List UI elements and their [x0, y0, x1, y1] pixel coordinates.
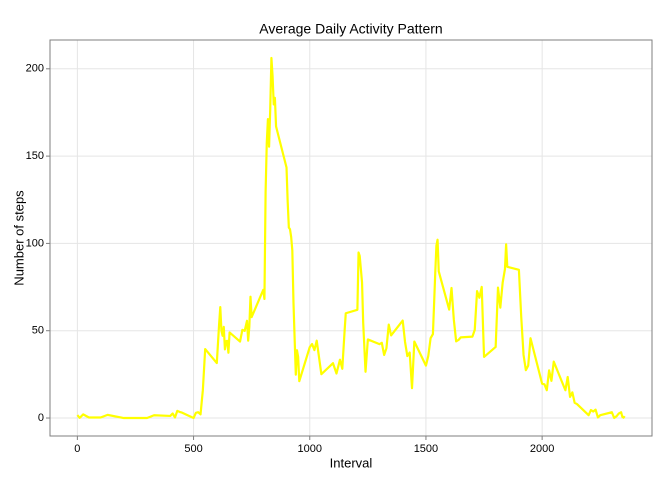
- y-tick-label: 50: [32, 325, 44, 337]
- x-tick-label: 1500: [414, 443, 438, 455]
- line: [76, 56, 626, 420]
- x-axis-title: Interval: [330, 455, 373, 470]
- x-tick-label: 2000: [530, 443, 554, 455]
- y-tick-label: 100: [26, 237, 44, 249]
- grid: [50, 40, 652, 436]
- marks: [76, 56, 626, 420]
- y-tick-label: 200: [26, 63, 44, 75]
- y-tick-label: 0: [38, 412, 44, 424]
- x-tick-label: 500: [184, 443, 202, 455]
- y-tick-label: 150: [26, 150, 44, 162]
- y-axis-title: Number of steps: [11, 190, 26, 286]
- panel: [50, 40, 652, 436]
- panel-border: [49, 39, 653, 437]
- x-tick-label: 0: [74, 443, 80, 455]
- chart-title: Average Daily Activity Pattern: [259, 21, 442, 37]
- x-tick-label: 1000: [298, 443, 322, 455]
